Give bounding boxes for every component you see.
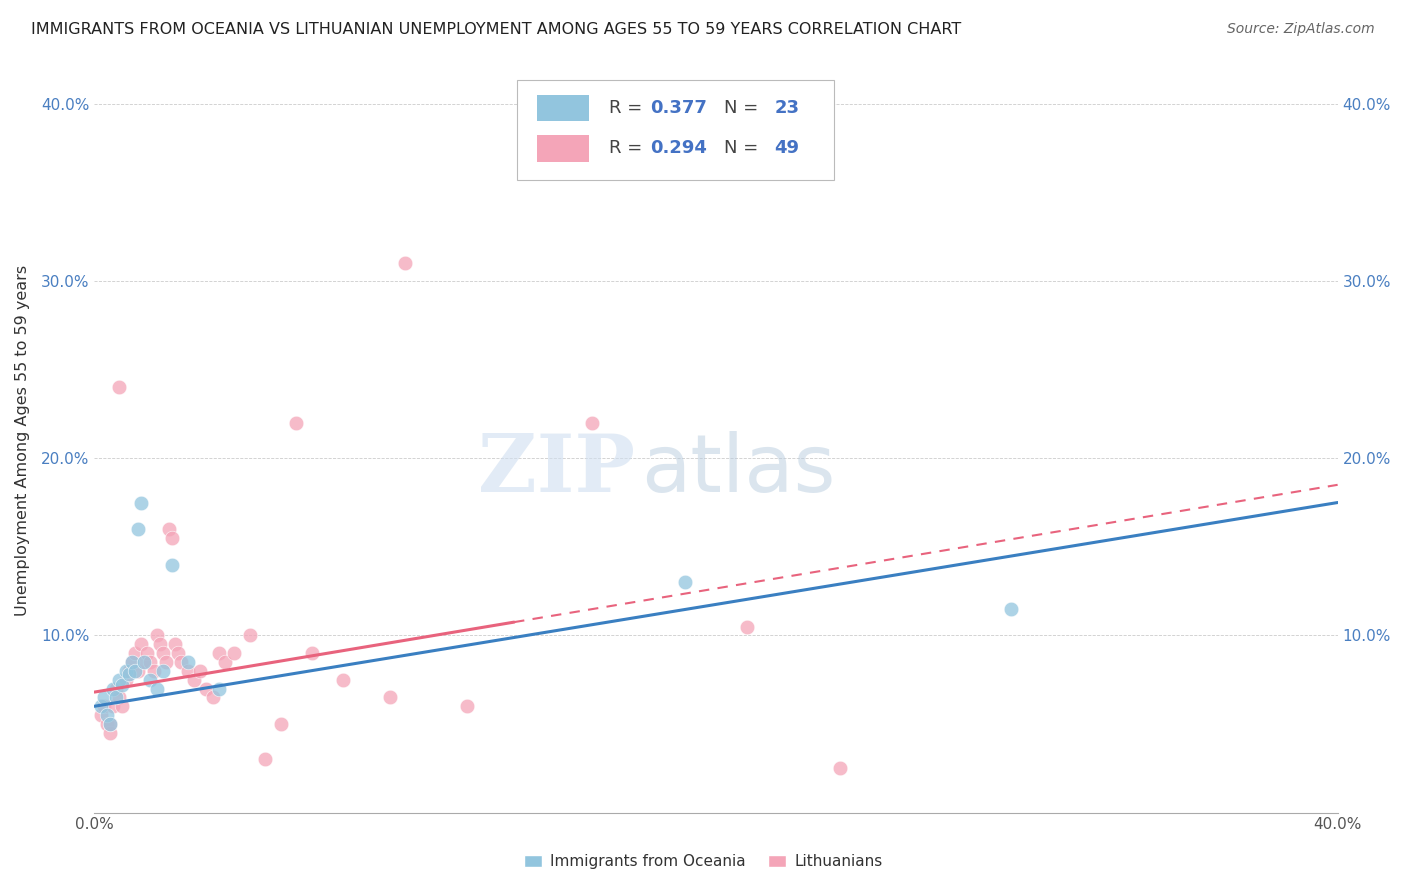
Text: 0.294: 0.294 (650, 139, 707, 157)
Point (830, 761, 852, 775)
Point (152, 664, 174, 678)
Point (93, 690, 115, 705)
Point (152, 646, 174, 660)
Point (124, 664, 146, 678)
Point (108, 690, 131, 705)
Point (127, 522, 149, 536)
Point (155, 655, 177, 669)
Text: 23: 23 (775, 99, 800, 117)
Point (98, 717, 121, 731)
Text: ZIP: ZIP (478, 432, 636, 509)
Point (208, 681, 231, 696)
Text: atlas: atlas (641, 432, 835, 509)
Point (735, 619, 758, 633)
Point (134, 655, 156, 669)
Point (90, 708, 112, 723)
Point (134, 655, 156, 669)
Point (118, 667, 141, 681)
Point (101, 681, 124, 696)
Legend: Immigrants from Oceania, Lithuanians: Immigrants from Oceania, Lithuanians (517, 848, 889, 875)
Point (167, 646, 190, 660)
Point (114, 673, 136, 687)
Text: 49: 49 (775, 139, 800, 157)
Point (111, 678, 134, 692)
Point (239, 628, 262, 642)
Point (142, 664, 165, 678)
Text: Source: ZipAtlas.com: Source: ZipAtlas.com (1227, 22, 1375, 37)
Point (456, 699, 478, 714)
Point (165, 637, 187, 651)
Point (96, 717, 118, 731)
Point (105, 681, 128, 696)
Point (177, 655, 200, 669)
Text: N =: N = (724, 139, 763, 157)
Point (98, 726, 121, 740)
Point (301, 646, 323, 660)
Y-axis label: Unemployment Among Ages 55 to 59 years: Unemployment Among Ages 55 to 59 years (15, 265, 30, 616)
Point (270, 717, 292, 731)
Point (183, 673, 205, 687)
Point (93, 699, 115, 714)
Point (98, 717, 121, 731)
Point (145, 628, 167, 642)
Point (105, 690, 128, 705)
Point (170, 655, 193, 669)
Text: 0.377: 0.377 (650, 99, 707, 117)
Point (160, 558, 183, 572)
Point (208, 646, 231, 660)
Point (285, 416, 308, 430)
Text: IMMIGRANTS FROM OCEANIA VS LITHUANIAN UNEMPLOYMENT AMONG AGES 55 TO 59 YEARS COR: IMMIGRANTS FROM OCEANIA VS LITHUANIAN UN… (31, 22, 962, 37)
Text: N =: N = (724, 99, 763, 117)
FancyBboxPatch shape (537, 95, 589, 121)
Point (157, 522, 180, 536)
Text: R =: R = (609, 139, 648, 157)
Point (188, 664, 211, 678)
Point (118, 664, 141, 678)
Point (139, 673, 162, 687)
Point (149, 637, 172, 651)
Point (160, 531, 183, 545)
Point (201, 690, 224, 705)
Point (214, 655, 236, 669)
Point (139, 655, 162, 669)
Point (673, 575, 696, 590)
Point (129, 495, 152, 509)
Point (378, 690, 401, 705)
Point (101, 699, 124, 714)
Point (581, 416, 603, 430)
FancyBboxPatch shape (517, 79, 834, 180)
FancyBboxPatch shape (537, 135, 589, 161)
Point (127, 664, 149, 678)
Point (224, 646, 246, 660)
Point (96, 708, 118, 723)
Point (121, 655, 143, 669)
Point (394, 256, 416, 270)
Point (195, 681, 218, 696)
Point (145, 681, 167, 696)
Point (129, 637, 152, 651)
Point (121, 655, 143, 669)
Point (108, 380, 131, 394)
Point (1000, 602, 1022, 616)
Point (108, 673, 131, 687)
Point (332, 673, 354, 687)
Point (114, 664, 136, 678)
Point (254, 752, 277, 766)
Point (177, 664, 200, 678)
Point (136, 646, 159, 660)
Point (90, 699, 112, 714)
Point (111, 699, 134, 714)
Text: R =: R = (609, 99, 648, 117)
Point (124, 646, 146, 660)
